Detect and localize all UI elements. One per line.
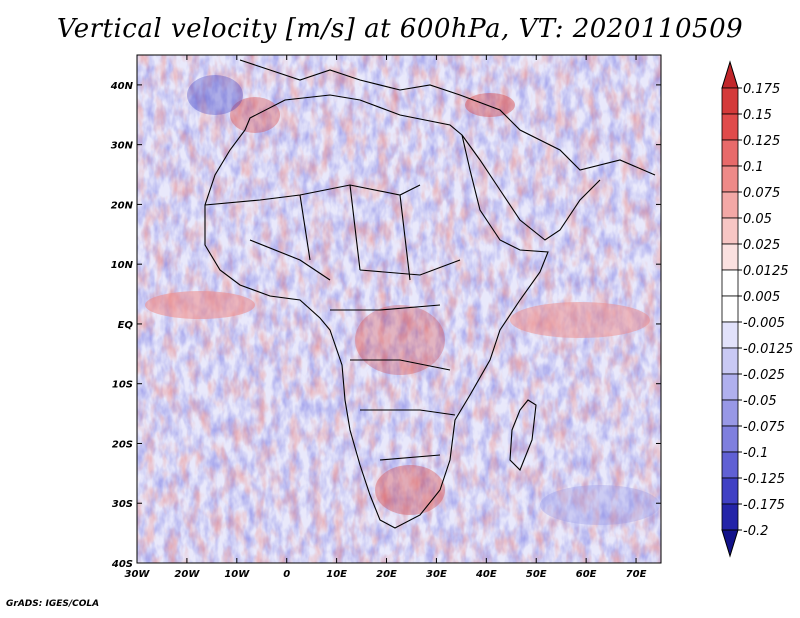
- colorbar-label: 0.15: [743, 108, 772, 123]
- colorbar-segment: [721, 295, 739, 323]
- lat-label: 30S: [112, 499, 133, 510]
- colorbar-label: -0.1: [743, 446, 768, 461]
- colorbar-segment: [721, 321, 739, 349]
- lat-label: EQ: [118, 320, 134, 331]
- colorbar-segment: [721, 87, 739, 115]
- colorbar-segment: [721, 269, 739, 297]
- lon-label: 10W: [224, 569, 250, 580]
- colorbar-label: 0.0125: [743, 264, 789, 279]
- lat-label: 20N: [111, 200, 134, 211]
- colorbar-segment: [721, 477, 739, 505]
- colorbar-label: 0.05: [743, 212, 772, 227]
- colorbar: 0.175 0.15 0.125 0.1 0.075 0.05 0.025 0.0125 0.0…: [721, 60, 793, 558]
- colorbar-label: -0.2: [743, 524, 768, 539]
- colorbar-label: 0.1: [743, 160, 764, 175]
- lon-label: 60E: [576, 569, 597, 580]
- colorbar-label: 0.025: [743, 238, 780, 253]
- colorbar-label: -0.075: [743, 420, 785, 435]
- lat-label: 30N: [111, 141, 134, 152]
- longitude-axis: 30W 20W 10W 0 10E 20E 30E 40E 50E 60E 70E: [125, 55, 647, 580]
- madagascar-coastline: [509, 399, 537, 471]
- colorbar-segment: [721, 399, 739, 427]
- colorbar-segment: [721, 347, 739, 375]
- colorbar-segment: [721, 113, 739, 141]
- latitude-axis: 40N 30N 20N 10N EQ 10S 20S 30S 40S: [110, 81, 661, 570]
- map-title: Vertical velocity [m/s] at 600hPa, VT: 2…: [56, 14, 744, 44]
- lon-label: 20W: [174, 569, 200, 580]
- colorbar-label: -0.125: [743, 472, 785, 487]
- plot-frame: [136, 54, 662, 564]
- colorbar-label: -0.175: [743, 498, 785, 513]
- lon-label: 20E: [376, 569, 397, 580]
- colorbar-label: -0.05: [743, 394, 777, 409]
- lon-label: 50E: [526, 569, 547, 580]
- colorbar-label: 0.175: [743, 82, 780, 97]
- lat-label: 40S: [111, 559, 133, 570]
- lon-label: 30W: [125, 569, 151, 580]
- colorbar-segment: [721, 425, 739, 453]
- colorbar-label: 0.125: [743, 134, 780, 149]
- colorbar-segment: [721, 451, 739, 479]
- lat-label: 20S: [112, 439, 133, 450]
- velocity-field: [137, 55, 661, 563]
- europe-coastline: [239, 59, 656, 176]
- colorbar-segment: [721, 373, 739, 401]
- coastlines: [204, 59, 656, 529]
- colorbar-label: 0.075: [743, 186, 780, 201]
- africa-coastline: [204, 94, 549, 529]
- arabia-coastline: [461, 134, 601, 241]
- colorbar-segment: [721, 243, 739, 271]
- colorbar-min-triangle: [721, 529, 739, 558]
- colorbar-max-triangle: [721, 60, 739, 89]
- lon-label: 40E: [475, 569, 497, 580]
- grads-credit: GrADS: IGES/COLA: [6, 599, 100, 609]
- colorbar-label: -0.025: [743, 368, 785, 383]
- colorbar-segment: [721, 191, 739, 219]
- colorbar-label: -0.0125: [743, 342, 793, 357]
- borders: [204, 184, 461, 461]
- colorbar-label: 0.005: [743, 290, 780, 305]
- lon-label: 30E: [426, 569, 447, 580]
- lon-label: 10E: [326, 569, 347, 580]
- colorbar-segment: [721, 503, 739, 531]
- lat-label: 40N: [110, 81, 134, 92]
- colorbar-segment: [721, 165, 739, 193]
- colorbar-segment: [721, 139, 739, 167]
- colorbar-segment: [721, 217, 739, 245]
- colorbar-label: -0.005: [743, 316, 785, 331]
- lat-label: 10N: [111, 260, 134, 271]
- lon-label: 0: [283, 569, 290, 580]
- lat-label: 10S: [112, 380, 133, 391]
- lon-label: 70E: [626, 569, 647, 580]
